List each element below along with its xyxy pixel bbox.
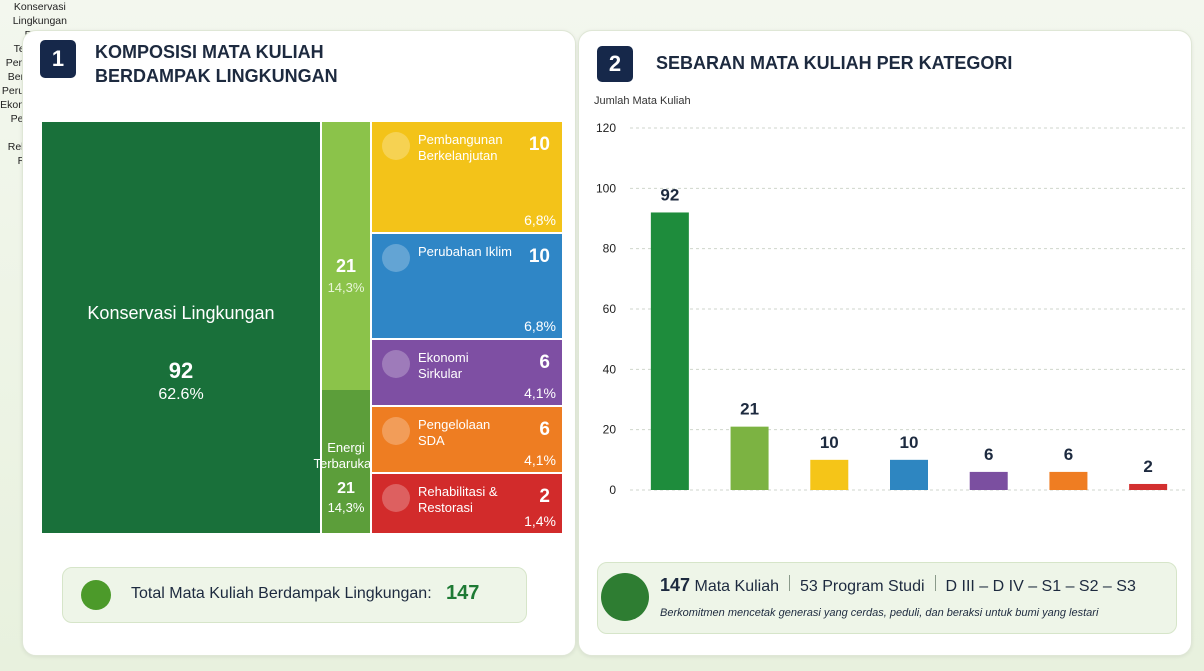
y-tick-label: 60	[603, 302, 617, 316]
value-label: 2	[1143, 457, 1152, 476]
separator	[789, 575, 790, 591]
value-label: 92	[168, 358, 194, 383]
share-label: 1,4%	[524, 513, 556, 529]
treemap-cell: Konservasi Lingkungan 92 62.6%	[42, 122, 320, 533]
bar	[969, 471, 1008, 490]
panel-number: 1	[40, 40, 76, 78]
total-label: Total Mata Kuliah Berdampak Lingkungan:	[131, 585, 432, 602]
label-panel: Energi Terbarukan 21 14,3%	[313, 390, 379, 533]
levels: D III – D IV – S1 – S2 – S3	[945, 578, 1136, 595]
treemap-cell: Perubahan Iklim 10 6,8%	[372, 234, 562, 338]
share-label: 6,8%	[524, 212, 556, 228]
summary-number: 53	[800, 578, 818, 595]
summary-line: 147 Mata Kuliah 53 Program Studi D III –…	[660, 575, 1136, 596]
tagline: Berkomitmen mencetak generasi yang cerda…	[660, 607, 1099, 619]
summary-text: Program Studi	[822, 578, 925, 595]
share-label: 4,1%	[524, 385, 556, 401]
summary-number: 147	[660, 575, 691, 595]
y-tick-label: 80	[603, 242, 617, 256]
bar	[730, 426, 769, 490]
category-label: Rehabilitasi & Restorasi	[418, 484, 498, 515]
value-label: 21	[337, 480, 355, 497]
icon	[382, 417, 410, 445]
treemap-cell: Rehabilitasi & Restorasi 2 1,4%	[372, 474, 562, 533]
leaf-icon	[81, 580, 111, 610]
value-label: 10	[528, 246, 550, 267]
value-label: 21	[335, 256, 357, 276]
separator	[934, 575, 936, 591]
panel-title: KOMPOSISI MATA KULIAH BERDAMPAK LINGKUNG…	[95, 42, 338, 86]
y-tick-label: 0	[609, 483, 616, 497]
total-value: 147	[446, 582, 480, 604]
value-label: 6	[1064, 445, 1073, 464]
bar	[1129, 483, 1168, 490]
treemap-cell: Pembangunan Berkelanjutan 10 6,8%	[372, 122, 562, 232]
category-label: Energi Terbarukan	[313, 440, 379, 471]
value-label: 21	[740, 400, 759, 419]
panel-number: 2	[597, 46, 633, 82]
icon	[382, 132, 410, 160]
share-label: 14,3%	[327, 500, 365, 515]
value-label: 2	[539, 486, 550, 507]
y-tick-label: 120	[596, 121, 616, 135]
value-label: 92	[660, 185, 679, 204]
summary-text: Mata Kuliah	[694, 578, 780, 595]
share-label: 14,3%	[327, 280, 365, 295]
icon	[382, 350, 410, 378]
y-tick-label: 40	[603, 362, 617, 376]
share-label: 62.6%	[158, 386, 204, 403]
value-label: 6	[539, 352, 550, 373]
x-tick-label: Konservasi Lingkungan	[12, 1, 67, 27]
category-label: Pembangunan Berkelanjutan	[418, 132, 503, 163]
treemap-cell: 21 14,3% Energi Terbarukan 21 14,3%	[313, 122, 379, 533]
graduation-icon	[601, 573, 649, 621]
share-label: 4,1%	[524, 452, 556, 468]
bar	[810, 459, 849, 490]
bar	[650, 212, 689, 490]
category-label: Pengelolaan SDA	[418, 417, 491, 448]
value-label: 6	[984, 445, 993, 464]
summary-box: 147 Mata Kuliah 53 Program Studi D III –…	[597, 562, 1177, 634]
category-label: Konservasi Lingkungan	[87, 303, 275, 323]
treemap-cell: Pengelolaan SDA 6 4,1%	[372, 407, 562, 472]
icon	[382, 244, 410, 272]
y-axis-label: Jumlah Mata Kuliah	[594, 95, 691, 107]
value-label: 6	[539, 419, 550, 440]
panel-title: SEBARAN MATA KULIAH PER KATEGORI	[656, 53, 1013, 73]
y-tick-label: 100	[596, 181, 616, 195]
category-label: Ekonomi Sirkular	[418, 350, 469, 381]
value-label: 10	[820, 433, 839, 452]
icon	[382, 484, 410, 512]
bar	[890, 459, 928, 490]
y-tick-label: 20	[603, 423, 617, 437]
treemap-cell: Ekonomi Sirkular 6 4,1%	[372, 340, 562, 405]
share-label: 6,8%	[524, 318, 556, 334]
total-box: Total Mata Kuliah Berdampak Lingkungan: …	[62, 567, 527, 623]
bar	[1049, 471, 1088, 490]
value-label: 10	[528, 134, 550, 155]
value-label: 10	[900, 433, 919, 452]
category-label: Perubahan Iklim	[418, 244, 512, 259]
